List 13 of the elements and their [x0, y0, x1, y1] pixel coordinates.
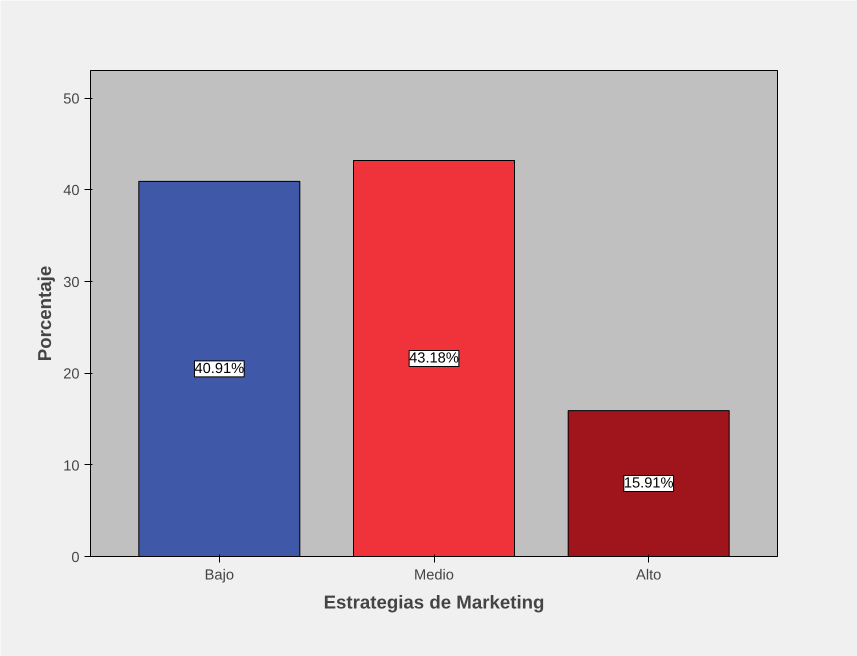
x-tick-label: Medio — [414, 568, 454, 584]
y-axis-title: Porcentaje — [34, 266, 56, 362]
y-tick-label: 50 — [63, 92, 80, 108]
y-tick-label: 10 — [63, 458, 80, 474]
x-tick-label: Alto — [636, 568, 662, 584]
x-tick-label: Bajo — [204, 568, 234, 584]
y-tick-label: 40 — [63, 183, 80, 200]
data-label: 15.91% — [624, 476, 674, 492]
y-tick-label: 0 — [71, 550, 80, 566]
x-axis-title: Estrategias de Marketing — [324, 592, 544, 612]
data-label: 43.18% — [409, 350, 459, 367]
y-tick-label: 30 — [63, 274, 80, 291]
y-tick-label: 20 — [63, 366, 80, 383]
